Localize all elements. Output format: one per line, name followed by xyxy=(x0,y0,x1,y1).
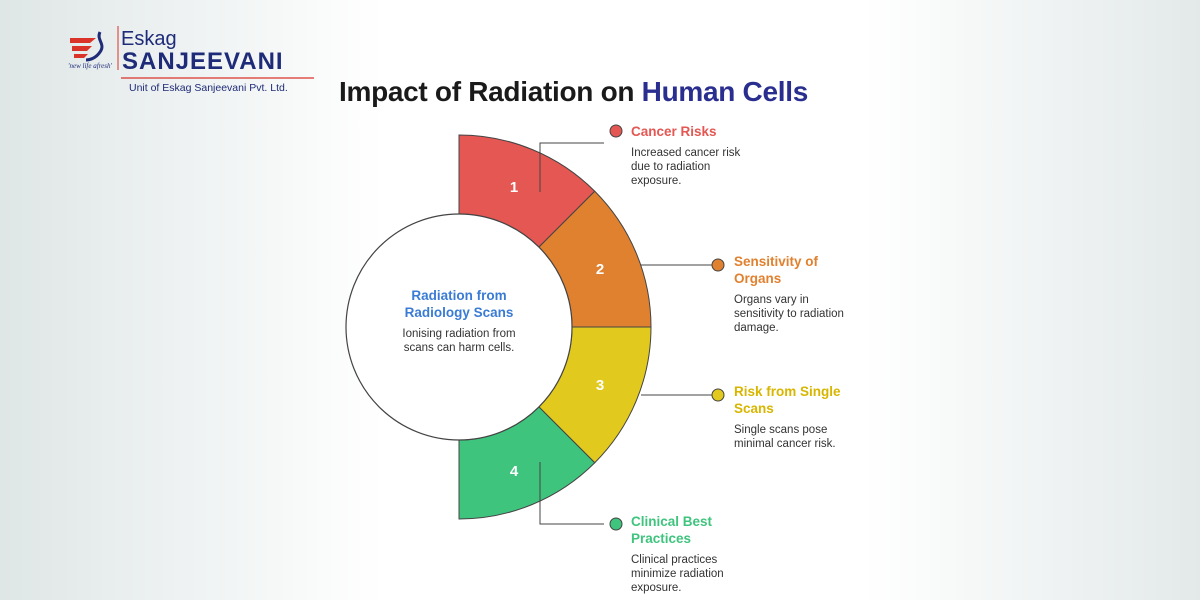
desc-risk-from-single-scans: Single scans pose minimal cancer risk. xyxy=(734,424,836,450)
connector-line-4 xyxy=(539,462,604,525)
page-title: Impact of Radiation on Human Cells xyxy=(339,76,808,108)
logo-brand-top: Eskag xyxy=(121,28,177,50)
desc-sensitivity-of-organs: Organs vary in sensitivity to radiation … xyxy=(734,294,844,334)
center-circle xyxy=(345,213,573,441)
marker-clinical-best-practices xyxy=(609,517,623,531)
logo-tagline: 'new life afresh' xyxy=(68,62,112,70)
label-clinical-best-practices: Clinical Best Practices xyxy=(631,514,713,546)
segment-number-4: 4 xyxy=(510,463,519,480)
logo-subtitle: Unit of Eskag Sanjeevani Pvt. Ltd. xyxy=(129,82,288,94)
segment-number-1: 1 xyxy=(510,179,518,196)
desc-cancer-risks: Increased cancer risk due to radiation e… xyxy=(631,147,741,187)
title-part-1: Impact of Radiation on xyxy=(339,76,642,107)
marker-risk-from-single-scans xyxy=(711,388,725,402)
label-cancer-risks: Cancer Risks xyxy=(631,124,717,139)
title-part-2: Human Cells xyxy=(641,76,809,107)
marker-sensitivity-of-organs xyxy=(711,258,725,272)
label-sensitivity-of-organs: Sensitivity of Organs xyxy=(734,254,819,286)
label-risk-from-single-scans: Risk from Single Scans xyxy=(734,384,841,416)
logo-emblem-icon xyxy=(70,26,119,70)
logo-brand-main: SANJEEVANI xyxy=(122,48,284,75)
connector-line-1 xyxy=(539,142,604,192)
marker-cancer-risks xyxy=(609,124,623,138)
segment-number-3: 3 xyxy=(596,377,604,394)
desc-clinical-best-practices: Clinical practices minimize radiation ex… xyxy=(631,554,724,594)
center-description: Ionising radiation from scans can harm c… xyxy=(402,328,516,354)
segment-number-2: 2 xyxy=(596,261,604,278)
center-title: Radiation from Radiology Scans xyxy=(404,288,514,320)
